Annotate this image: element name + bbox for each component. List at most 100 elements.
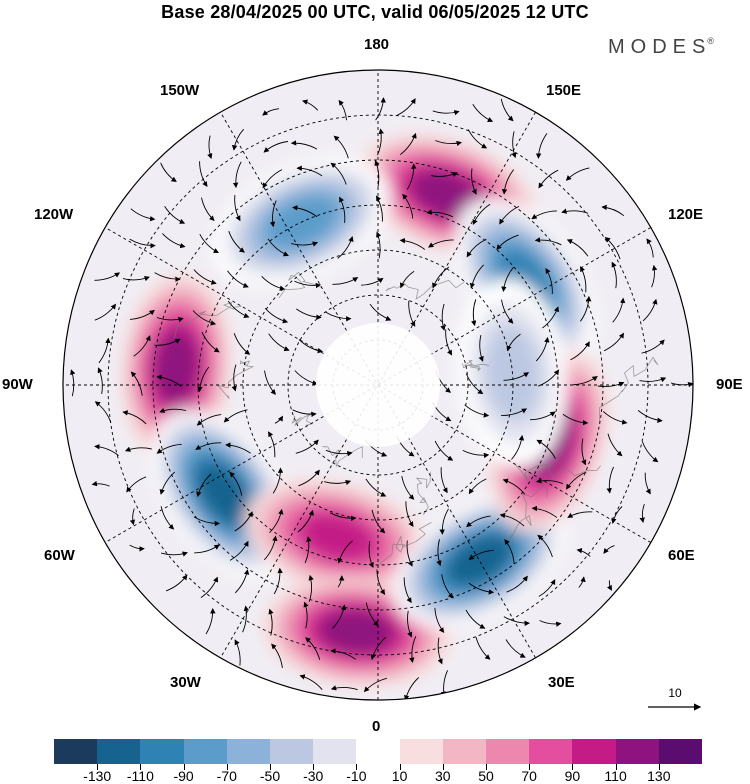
label-120e: 120E xyxy=(668,206,704,223)
wind-arrow xyxy=(330,648,356,660)
wind-arrow xyxy=(133,335,151,357)
wind-arrow xyxy=(470,299,477,327)
wind-arrow xyxy=(503,616,530,626)
wind-arrow xyxy=(296,165,323,177)
wind-arrow xyxy=(197,366,210,393)
wind-arrow xyxy=(500,98,514,122)
wind-arrow xyxy=(506,333,521,352)
wind-arrow xyxy=(268,431,276,458)
wind-arrow xyxy=(409,636,417,663)
wind-arrow xyxy=(156,443,182,454)
wind-arrow xyxy=(399,132,417,156)
wind-arrow xyxy=(268,333,290,352)
wind-arrow xyxy=(439,508,449,535)
wind-arrow xyxy=(561,208,589,214)
wind-arrow xyxy=(98,337,111,364)
colorbar-tick-label: 90 xyxy=(564,768,581,784)
wind-arrow xyxy=(468,549,494,560)
wind-arrow xyxy=(611,261,617,289)
wind-arrow xyxy=(581,438,587,466)
wind-arrow xyxy=(361,277,384,286)
wind-arrow xyxy=(154,338,181,346)
wind-arrow xyxy=(538,169,559,189)
wind-arrow xyxy=(499,512,525,527)
colorbar-swatch xyxy=(97,739,141,764)
wind-arrow xyxy=(207,135,213,160)
wind-arrow xyxy=(468,582,495,595)
wind-arrow xyxy=(97,367,103,394)
wind-arrow xyxy=(231,364,237,392)
wind-arrow xyxy=(534,237,562,246)
wind-arrow xyxy=(611,506,623,524)
wind-arrow xyxy=(337,236,354,259)
wind-arrow xyxy=(606,466,615,494)
wind-arrow xyxy=(122,276,150,282)
wind-arrow xyxy=(91,480,110,487)
wind-arrow xyxy=(406,540,413,567)
colorbar-tick-label: 10 xyxy=(391,768,408,784)
wind-arrow xyxy=(434,607,445,634)
colorbar-swatch xyxy=(486,739,530,764)
wind-arrow xyxy=(205,608,216,635)
wind-arrow xyxy=(129,508,136,526)
wind-arrow xyxy=(129,309,155,320)
wind-arrow xyxy=(234,569,250,594)
wind-arrow xyxy=(376,231,382,259)
label-120w: 120W xyxy=(34,206,74,223)
wind-arrow xyxy=(124,446,152,452)
wind-arrow xyxy=(272,467,284,494)
wind-arrow xyxy=(308,574,314,602)
wind-arrow xyxy=(295,439,319,454)
wind-arrow xyxy=(406,163,417,190)
wind-arrow xyxy=(296,308,322,320)
wind-arrow xyxy=(156,317,184,323)
colorbar-swatch xyxy=(270,739,314,764)
colorbar-swatch xyxy=(615,739,659,764)
wind-arrow xyxy=(478,335,484,362)
wind-arrow xyxy=(403,677,420,700)
wind-arrow xyxy=(195,442,222,450)
wind-arrow xyxy=(475,636,491,660)
wind-arrow xyxy=(192,310,217,326)
coastlines xyxy=(173,271,659,566)
wind-arrow xyxy=(580,266,587,293)
colorbar-swatch xyxy=(54,739,98,764)
wind-arrow xyxy=(501,266,514,292)
registered-mark: ® xyxy=(707,36,714,46)
wind-arrow xyxy=(538,369,560,387)
wind-arrow xyxy=(363,677,388,693)
wind-arrow xyxy=(639,503,645,523)
wind-arrow xyxy=(193,516,221,527)
wind-arrow xyxy=(201,331,220,353)
wind-arrow xyxy=(603,545,615,554)
map-title: Base 28/04/2025 00 UTC, valid 06/05/2025… xyxy=(161,2,589,22)
wind-arrow xyxy=(499,205,520,225)
wind-arrow xyxy=(371,509,386,534)
wind-arrow xyxy=(539,620,562,627)
wind-arrow xyxy=(566,471,587,490)
wind-arrow xyxy=(94,401,112,423)
wind-arrow xyxy=(405,501,414,528)
colorbar-tick xyxy=(356,764,358,770)
colorbar-tick-label: -30 xyxy=(303,768,324,784)
reference-vector-label: 10 xyxy=(668,686,682,700)
colorbar-tick xyxy=(140,764,142,770)
colorbar-tick-label: -90 xyxy=(173,768,194,784)
wind-arrow xyxy=(606,580,612,591)
wind-arrow xyxy=(467,129,488,149)
wind-arrow xyxy=(403,577,412,604)
wind-arrow xyxy=(536,439,556,459)
colorbar-tick xyxy=(270,764,271,770)
wind-arrow xyxy=(227,270,249,288)
label-60e: 60E xyxy=(668,547,695,564)
wind-arrow xyxy=(603,332,624,352)
wind-arrow xyxy=(228,231,245,253)
wind-arrow xyxy=(193,269,217,285)
wind-arrow xyxy=(374,160,380,187)
wind-arrow xyxy=(129,238,156,249)
colorbar-tick-label: -110 xyxy=(126,768,154,784)
wind-arrow xyxy=(496,234,519,251)
wind-arrow xyxy=(304,536,312,564)
wind-arrow xyxy=(154,272,181,282)
wind-arrow xyxy=(646,238,654,258)
